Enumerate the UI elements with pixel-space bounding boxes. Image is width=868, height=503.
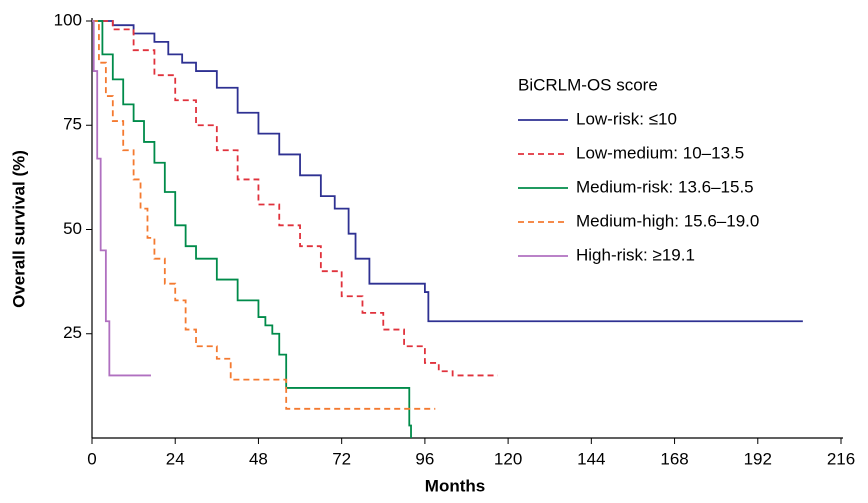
y-tick-label: 25 [63,323,82,342]
y-axis-label: Overall survival (%) [9,150,28,308]
legend-label: Medium-high: 15.6–19.0 [576,211,759,230]
x-tick-label: 120 [494,449,522,468]
x-tick-label: 96 [415,449,434,468]
y-tick-label: 100 [54,10,82,29]
x-tick-label: 144 [577,449,605,468]
survival-curve [92,20,436,410]
x-tick-label: 168 [660,449,688,468]
x-tick-label: 192 [744,449,772,468]
x-tick-label: 48 [249,449,268,468]
x-axis-label: Months [425,476,485,495]
x-tick-label: 216 [827,449,855,468]
legend-title: BiCRLM-OS score [518,75,658,94]
survival-curve [92,20,803,323]
legend-label: Low-medium: 10–13.5 [576,143,744,162]
survival-curve [92,20,412,438]
y-tick-label: 50 [63,219,82,238]
legend-label: Medium-risk: 13.6–15.5 [576,177,754,196]
legend-label: High-risk: ≥19.1 [576,245,695,264]
x-tick-label: 24 [166,449,185,468]
x-tick-label: 0 [87,449,96,468]
y-tick-label: 75 [63,115,82,134]
x-tick-label: 72 [332,449,351,468]
survival-curve [92,20,498,377]
survival-curve [92,20,151,377]
legend-label: Low-risk: ≤10 [576,109,677,128]
